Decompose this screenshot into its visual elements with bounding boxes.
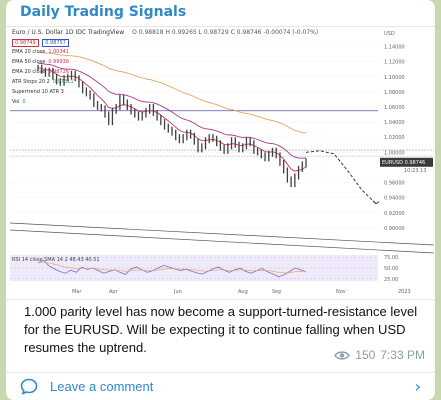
- x-tick-label: Jun: [173, 289, 182, 295]
- trend-line-lower: [9, 229, 435, 254]
- indicator-value: 0.97311: [52, 79, 74, 85]
- x-tick-label: Apr: [109, 289, 119, 295]
- y-tick-label: 0.96000: [384, 181, 405, 187]
- chart-image[interactable]: 1.14000 1.12000 1.10000 1.08000 1.06000 1.040…: [6, 26, 435, 300]
- channel-name[interactable]: Daily Trading Signals: [20, 4, 187, 20]
- indicator-label: EMA 20 close: [12, 69, 46, 75]
- rsi-line: [37, 259, 307, 278]
- view-count: 150: [355, 348, 376, 362]
- price-tag-sub: 10:23:13: [404, 168, 426, 174]
- indicator-value: 1.00341: [48, 49, 70, 55]
- indicator-row: Supertrend 10 ATR 3: [12, 89, 67, 95]
- price-tag-box: [380, 157, 433, 167]
- x-tick-label: Nov: [336, 289, 346, 295]
- x-tick-label: Mar: [72, 289, 82, 295]
- chart-ohlc: O 0.98818 H 0.99265 L 0.98729 C 0.98746 …: [132, 29, 319, 36]
- y-tick-label: 1.00000: [384, 150, 405, 156]
- bid-tag: 0.98749: [12, 39, 39, 47]
- x-tick-label: 2023: [398, 289, 411, 295]
- y-tick-label: 0.90000: [384, 226, 405, 232]
- post-caption: 1.000 parity level has now become a supp…: [24, 304, 418, 355]
- chart-symbol: Euro / U.S. Dollar: [12, 29, 64, 36]
- indicator-row: EMA 20 close 1.00341: [12, 49, 69, 55]
- rsi-tick-label: 25.00: [384, 277, 398, 283]
- y-tick-label: 1.12000: [384, 60, 405, 66]
- chart-interval: 1D: [65, 29, 74, 36]
- chart-header: Euro / U.S. Dollar 1D IDC TradingView O …: [12, 29, 318, 36]
- rsi-tick-label: 50.00: [384, 266, 398, 272]
- y-tick-label: 0.94000: [384, 196, 405, 202]
- price-tag-label: EURUSD 0.98746: [382, 160, 425, 166]
- indicator-label: Vol: [12, 99, 20, 105]
- indicator-label: ATR Stops 20 2: [12, 79, 50, 85]
- y-tick-label: 1.10000: [384, 75, 405, 81]
- ask-tag: 0.98757: [42, 39, 69, 47]
- trend-line: [9, 222, 435, 246]
- indicator-row: ATR Stops 20 2 0.97311: [12, 79, 74, 85]
- projection-arrowhead: [372, 200, 380, 205]
- indicator-row: Vol 0: [12, 99, 26, 105]
- post-time: 7:33 PM: [380, 348, 425, 362]
- chart-platform: TradingView: [87, 29, 125, 36]
- leave-comment-label: Leave a comment: [50, 379, 154, 394]
- indicator-value: 0: [22, 99, 26, 105]
- quote-currency: USD: [384, 31, 395, 37]
- leave-comment-button[interactable]: Leave a comment ›: [6, 373, 435, 400]
- post-meta: 150 7:33 PM: [334, 348, 425, 362]
- rsi-label: RSI 14 close SMA 14 2 48.43 40.51: [12, 257, 100, 263]
- indicator-label: EMA 20 close: [12, 49, 46, 55]
- chevron-right-icon: ›: [414, 377, 421, 396]
- y-tick-label: 1.08000: [384, 90, 405, 96]
- y-tick-label: 1.04000: [384, 120, 405, 126]
- ema-orange-line: [37, 52, 307, 134]
- y-tick-label: 1.02000: [384, 135, 405, 141]
- comment-icon: [20, 378, 38, 395]
- y-tick-label: 0.92000: [384, 211, 405, 217]
- x-tick-label: Sep: [272, 289, 281, 295]
- y-tick-label: 1.14000: [384, 45, 405, 51]
- projection-path: [305, 150, 377, 205]
- chart-svg: 1.14000 1.12000 1.10000 1.08000 1.06000 1.040…: [9, 31, 435, 295]
- eye-icon: [334, 350, 351, 360]
- message-card: Daily Trading Signals 1.14000 1.12000 1.10…: [6, 0, 435, 400]
- bid-ask-row: 0.98749 0.98757: [12, 39, 71, 47]
- rsi-sma-line: [37, 261, 307, 274]
- indicator-label: Supertrend 10 ATR 3: [12, 89, 64, 95]
- chart-source: IDC: [75, 29, 87, 36]
- y-tick-label: 1.06000: [384, 105, 405, 111]
- indicator-value: 0.99936: [48, 59, 70, 65]
- ema-purple-line: [37, 62, 307, 159]
- indicator-row: EMA 20 close 0.98726: [12, 69, 69, 75]
- divider: [6, 372, 435, 373]
- x-tick-label: Aug: [238, 289, 248, 295]
- rsi-tick-label: 75.00: [384, 255, 398, 261]
- indicator-row: EMA 50 close 0.99936: [12, 59, 69, 65]
- indicator-value: 0.98726: [48, 69, 70, 75]
- indicator-label: EMA 50 close: [12, 59, 46, 65]
